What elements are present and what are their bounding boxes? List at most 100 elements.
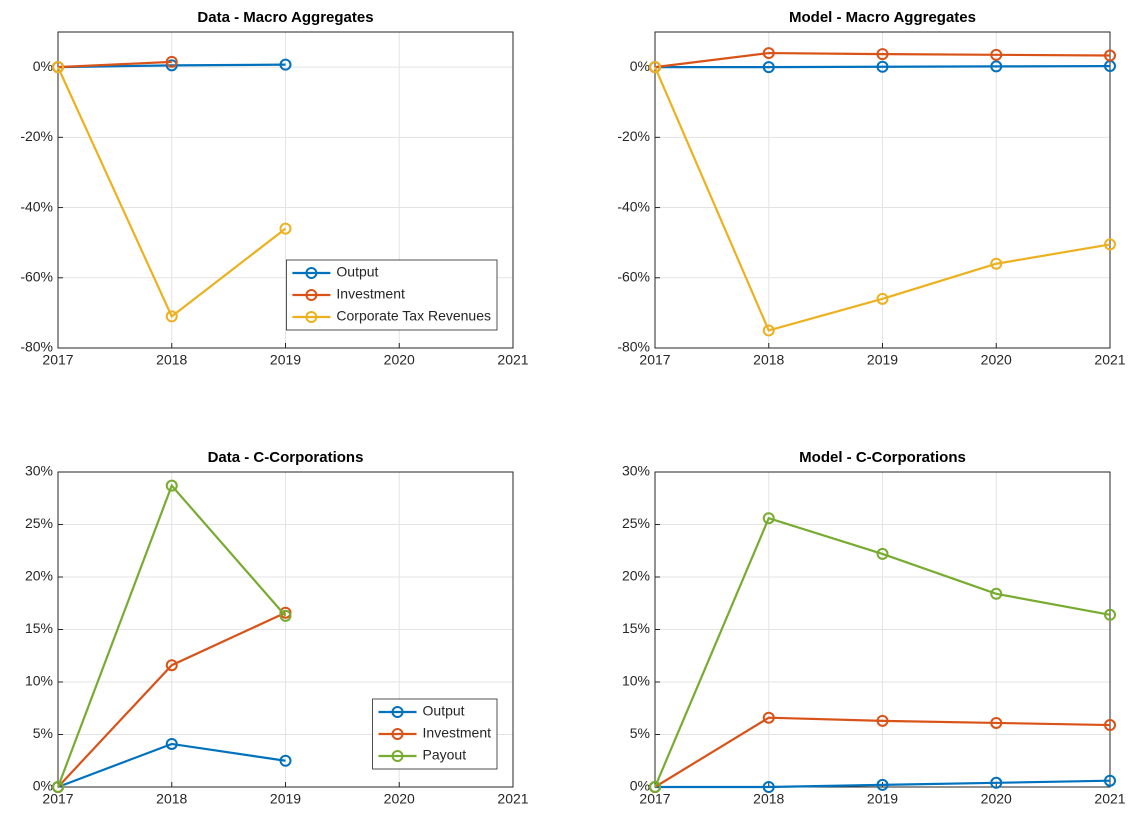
y-tick-label: 5% <box>33 725 53 741</box>
marker <box>649 61 661 74</box>
x-tick-label: 2018 <box>753 352 784 368</box>
legend-label: Corporate Tax Revenues <box>336 308 491 324</box>
marker <box>52 61 64 74</box>
marker <box>990 776 1003 789</box>
x-tick-label: 2018 <box>753 791 784 807</box>
x-tick-label: 2019 <box>270 791 301 807</box>
legend-marker <box>305 267 318 279</box>
y-tick-label: 0% <box>33 58 53 74</box>
marker <box>876 60 889 73</box>
legend-marker <box>391 728 404 740</box>
x-tick-label: 2021 <box>497 791 528 807</box>
x-tick-label: 2020 <box>384 352 415 368</box>
legend: Output Investment Corporate Tax Revenues <box>285 259 498 331</box>
series-line <box>56 483 287 788</box>
marker <box>762 47 775 60</box>
marker <box>876 292 889 305</box>
legend-label: Investment <box>336 286 405 302</box>
axes-box <box>654 31 1111 349</box>
axes-box <box>57 31 514 349</box>
marker <box>165 659 178 672</box>
series-line <box>655 64 1111 69</box>
marker <box>165 55 178 68</box>
series-line <box>655 779 1111 789</box>
y-tick-label: -40% <box>20 198 53 214</box>
y-tick-label: 10% <box>25 673 53 689</box>
y-tick-label: -60% <box>20 268 53 284</box>
marker <box>990 587 1003 600</box>
marker <box>990 60 1003 73</box>
marker <box>165 479 178 492</box>
legend-label: Output <box>423 703 465 719</box>
y-tick-label: 10% <box>622 673 650 689</box>
legend-label: Output <box>336 264 378 280</box>
marker <box>279 609 292 622</box>
marker <box>165 737 178 750</box>
axes-box <box>57 471 514 788</box>
marker <box>876 778 889 791</box>
x-tick-label: 2021 <box>1094 352 1125 368</box>
marker <box>165 59 178 72</box>
series-line <box>654 716 1111 788</box>
marker <box>990 257 1003 270</box>
x-tick-label: 2021 <box>1094 791 1125 807</box>
legend: Output Investment Payout <box>372 698 498 770</box>
y-tick-label: 20% <box>622 568 650 584</box>
y-tick-label: -40% <box>617 198 650 214</box>
y-tick-label: 0% <box>33 778 53 794</box>
series-line <box>57 742 286 789</box>
marker <box>649 781 661 793</box>
marker <box>1104 774 1116 787</box>
marker <box>762 61 775 74</box>
marker <box>990 716 1003 729</box>
x-tick-label: 2020 <box>981 352 1012 368</box>
series-line <box>57 63 286 69</box>
x-tick-label: 2019 <box>867 352 898 368</box>
chart-title: Data - Macro Aggregates <box>197 9 373 26</box>
marker <box>876 48 889 61</box>
marker <box>762 781 775 793</box>
marker <box>876 547 889 560</box>
series-line <box>56 66 287 319</box>
x-tick-label: 2018 <box>156 791 187 807</box>
marker <box>1104 49 1116 62</box>
y-tick-label: 0% <box>630 58 650 74</box>
marker <box>279 58 292 71</box>
axes-box <box>654 471 1111 788</box>
x-tick-label: 2019 <box>270 352 301 368</box>
x-tick-label: 2017 <box>42 352 73 368</box>
marker <box>165 310 178 323</box>
x-tick-label: 2021 <box>497 352 528 368</box>
chart-title: Model - C-Corporations <box>799 449 966 466</box>
y-tick-label: 30% <box>25 463 53 479</box>
chart-title: Model - Macro Aggregates <box>789 9 976 26</box>
x-tick-label: 2020 <box>384 791 415 807</box>
series-line <box>653 66 1111 332</box>
marker <box>876 714 889 727</box>
y-tick-label: -20% <box>617 128 650 144</box>
series-line <box>57 60 172 69</box>
y-tick-label: 25% <box>25 515 53 531</box>
x-tick-label: 2017 <box>42 791 73 807</box>
chart-title: Data - C-Corporations <box>208 449 364 466</box>
x-tick-label: 2019 <box>867 791 898 807</box>
y-tick-label: 5% <box>630 725 650 741</box>
marker <box>990 48 1003 61</box>
y-tick-label: 20% <box>25 568 53 584</box>
x-tick-label: 2017 <box>639 791 670 807</box>
y-tick-label: 15% <box>25 620 53 636</box>
y-tick-label: -20% <box>20 128 53 144</box>
legend-marker <box>391 706 404 718</box>
marker <box>762 324 775 337</box>
marker <box>1104 719 1116 732</box>
y-tick-label: 15% <box>622 620 650 636</box>
legend-marker <box>305 311 318 323</box>
marker <box>762 711 775 724</box>
legend-label: Payout <box>423 747 467 763</box>
marker <box>1104 238 1116 251</box>
x-tick-label: 2018 <box>156 352 187 368</box>
marker <box>279 222 292 235</box>
y-tick-label: 25% <box>622 515 650 531</box>
series-line <box>57 611 286 788</box>
